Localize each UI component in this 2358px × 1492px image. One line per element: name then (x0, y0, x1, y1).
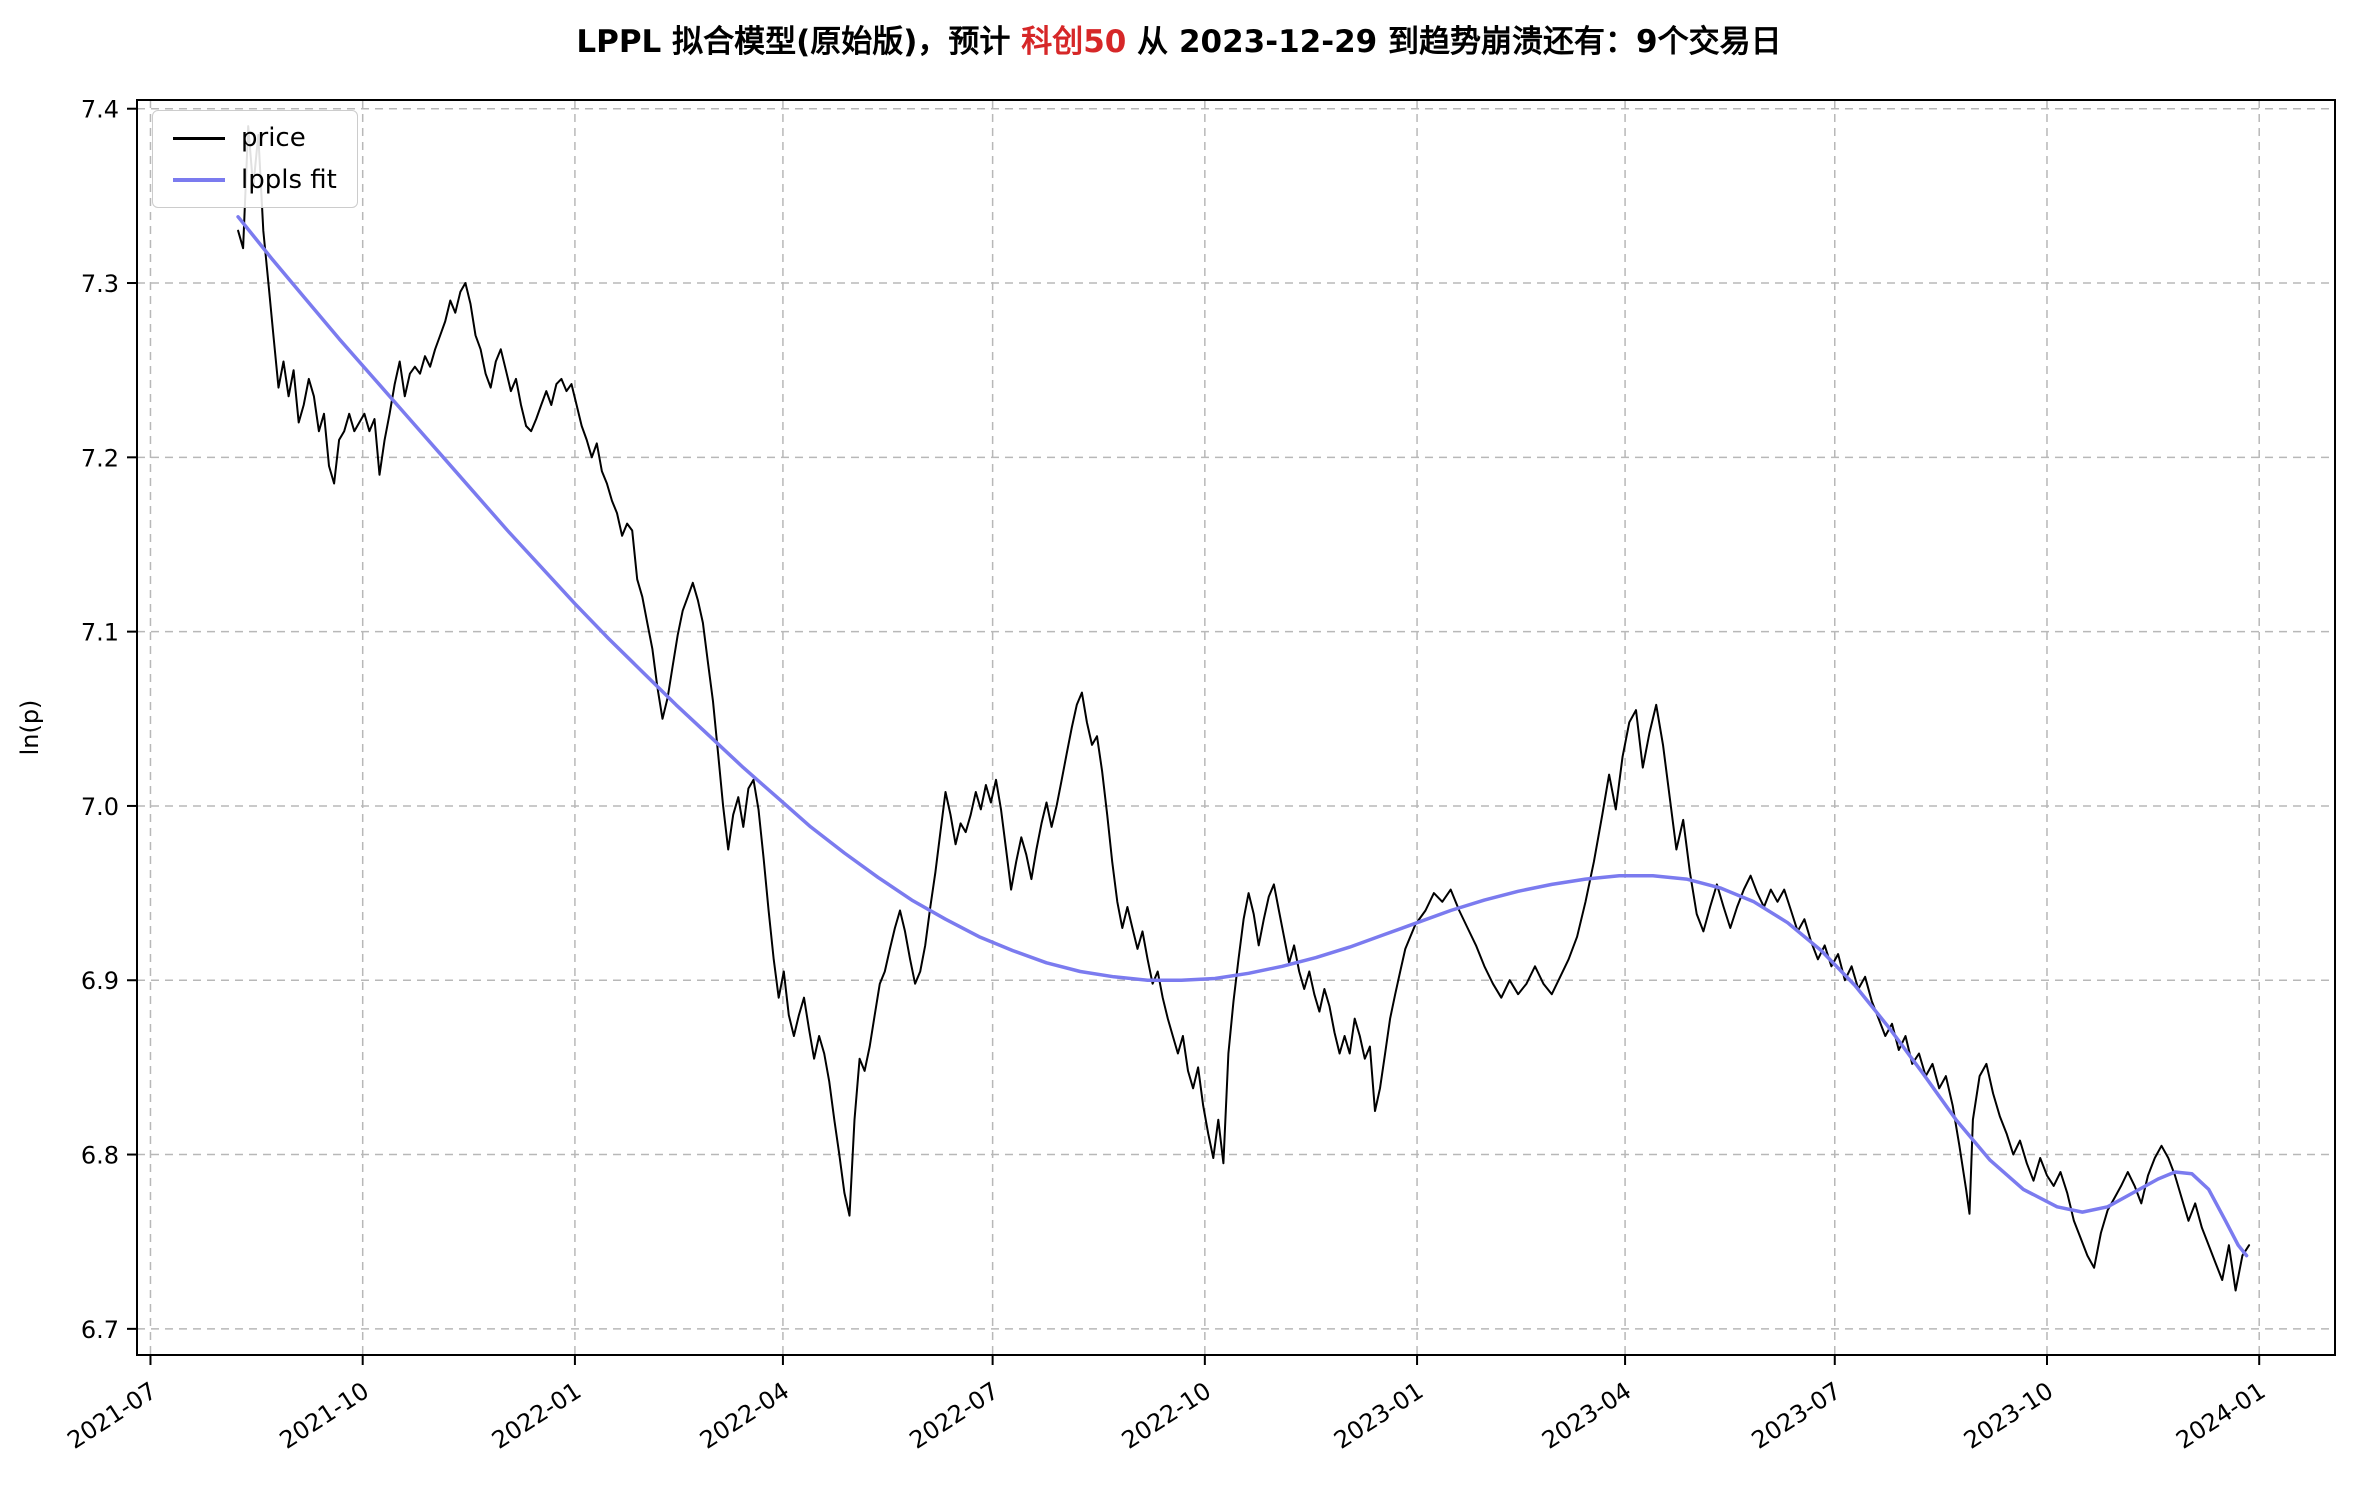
price-line-swatch (173, 136, 225, 140)
x-tick-label: 2022-04 (695, 1377, 794, 1455)
x-tick-label: 2023-07 (1747, 1377, 1846, 1455)
legend-item-price: price (173, 123, 337, 153)
y-tick-label: 7.4 (81, 96, 119, 124)
x-tick-label: 2022-07 (905, 1377, 1004, 1455)
y-tick-label: 6.7 (81, 1316, 119, 1344)
title-highlight: 科创50 (1021, 24, 1127, 60)
y-tick-label: 7.1 (81, 619, 119, 647)
y-tick-label: 6.8 (81, 1142, 119, 1170)
chart-title: LPPL 拟合模型(原始版)，预计 科创50 从 2023-12-29 到趋势崩… (0, 16, 2358, 61)
lppls-fit-line-swatch (173, 178, 225, 182)
price-line (237, 125, 2251, 1292)
lppls-fit-line (236, 215, 2249, 1258)
x-tick-label: 2022-10 (1117, 1377, 1216, 1455)
y-tick-label: 7.0 (81, 793, 119, 821)
x-tick-label: 2023-01 (1329, 1377, 1428, 1455)
legend: price lppls fit (152, 110, 358, 208)
axes: 6.7 6.8 6.9 7.0 7.1 7.2 7.3 7.4 2021-07 2021-10 20… (62, 96, 2270, 1455)
legend-label-lppls-fit: lppls fit (241, 165, 337, 195)
series (236, 125, 2251, 1292)
x-tick-label: 2021-10 (275, 1377, 374, 1455)
title-suffix: 从 2023-12-29 到趋势崩溃还有：9个交易日 (1126, 24, 1782, 60)
x-tick-label: 2021-07 (62, 1377, 161, 1455)
y-tick-label: 7.2 (81, 444, 119, 472)
gridlines (137, 100, 2335, 1355)
x-tick-label: 2023-04 (1537, 1377, 1636, 1455)
legend-label-price: price (241, 123, 306, 153)
x-tick-label: 2023-10 (1959, 1377, 2058, 1455)
y-tick-label: 6.9 (81, 967, 119, 995)
legend-item-lppls-fit: lppls fit (173, 165, 337, 195)
x-tick-label: 2024-01 (2171, 1377, 2270, 1455)
x-tick-label: 2022-01 (487, 1377, 586, 1455)
y-tick-label: 7.3 (81, 270, 119, 298)
title-prefix: LPPL 拟合模型(原始版)，预计 (576, 24, 1022, 60)
plot-border (136, 99, 2336, 1356)
y-axis-label: ln(p) (16, 700, 44, 756)
